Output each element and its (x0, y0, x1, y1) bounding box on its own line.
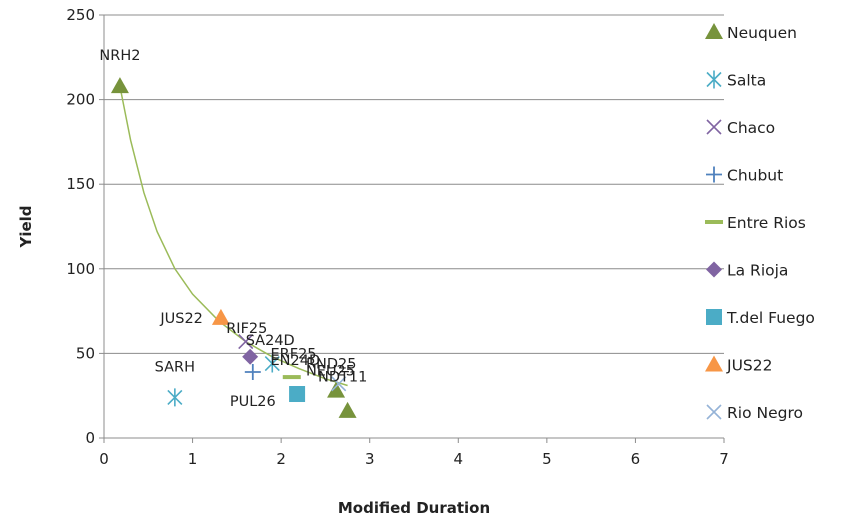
point-labels: NRH2 NDT11 SARH PUL26 JUS22 RIF25SA24DERF25EN… (99, 48, 367, 410)
point-label: NRH2 (99, 48, 140, 64)
point-salta (167, 388, 183, 407)
x-tick-label: 1 (188, 450, 198, 468)
point-label: RND25 (306, 357, 357, 373)
axes (99, 14, 725, 443)
legend-marker-t-del-fuego (706, 309, 722, 325)
point-label: PUL26 (230, 394, 276, 410)
y-tick-label: 50 (76, 344, 95, 362)
legend-label: T.del Fuego (726, 309, 815, 327)
legend-marker-entre-rios (705, 220, 723, 224)
tick-labels: 0 50 100 150 200 250 0 1 2 3 4 5 6 7 (66, 6, 728, 468)
legend-label: Rio Negro (727, 404, 803, 422)
gridlines (104, 14, 724, 354)
x-tick-label: 6 (631, 450, 641, 468)
point-jus22 (211, 308, 230, 325)
point-neuquen (338, 401, 357, 418)
point-label: JUS22 (159, 311, 203, 327)
legend: Neuquen Salta Chaco Chubut Entre Rios La Rioj… (705, 23, 815, 422)
point-label: RIF25 (226, 321, 267, 337)
x-tick-label: 0 (99, 450, 109, 468)
y-tick-label: 100 (66, 260, 95, 278)
legend-item-chaco: Chaco (706, 119, 775, 137)
data-points (110, 77, 357, 418)
legend-item-jus22: JUS22 (705, 355, 772, 375)
x-tick-label: 2 (276, 450, 286, 468)
y-tick-label: 200 (66, 91, 95, 109)
legend-marker-chubut (706, 166, 722, 183)
x-tick-label: 3 (365, 450, 375, 468)
point-chubut (244, 364, 261, 381)
point-neuquen (327, 381, 346, 398)
legend-item-rio-negro: Rio Negro (706, 404, 803, 422)
legend-item-t-del-fuego: T.del Fuego (706, 309, 815, 327)
legend-marker-rio-negro (706, 404, 722, 420)
y-tick-label: 150 (66, 175, 95, 193)
point-rio-negro (331, 376, 347, 392)
trendline (119, 85, 348, 387)
point-label: SARH (155, 359, 195, 375)
point-entre-rios (282, 375, 301, 380)
point-neuquen (110, 77, 129, 94)
legend-item-salta: Salta (706, 70, 766, 90)
legend-label: JUS22 (726, 357, 772, 375)
legend-label: Chaco (727, 119, 775, 137)
legend-item-chubut: Chubut (706, 166, 783, 185)
point-label: EN24D (271, 353, 321, 369)
y-axis-title: Yield (17, 205, 35, 248)
legend-marker-chaco (706, 119, 722, 135)
legend-label: Neuquen (727, 24, 797, 42)
point-chaco (238, 333, 254, 350)
legend-label: Entre Rios (727, 214, 806, 232)
point-t-del-fuego (289, 386, 306, 403)
point-la-rioja (242, 348, 259, 365)
point-label: NEU25 (306, 363, 355, 379)
x-tick-label: 7 (719, 450, 729, 468)
trendline-layer (119, 85, 348, 387)
legend-label: Chubut (727, 167, 783, 185)
x-tick-label: 5 (542, 450, 552, 468)
x-tick-label: 4 (454, 450, 464, 468)
y-tick-label: 250 (66, 6, 95, 24)
point-label: ERF25 (271, 346, 317, 362)
legend-marker-la-rioja (706, 261, 722, 278)
legend-label: Salta (727, 72, 766, 90)
legend-marker-salta (706, 70, 722, 89)
legend-marker-neuquen (705, 23, 723, 39)
point-salta (264, 354, 280, 373)
legend-label: La Rioja (727, 262, 788, 280)
legend-marker-jus22 (705, 355, 723, 372)
y-tick-label: 0 (85, 429, 95, 447)
legend-item-entre-rios: Entre Rios (705, 214, 806, 232)
legend-item-neuquen: Neuquen (705, 23, 797, 42)
point-label: NDT11 (318, 370, 367, 386)
point-label: SA24D (246, 333, 295, 349)
legend-item-la-rioja: La Rioja (706, 261, 788, 280)
x-axis-title: Modified Duration (338, 499, 490, 517)
